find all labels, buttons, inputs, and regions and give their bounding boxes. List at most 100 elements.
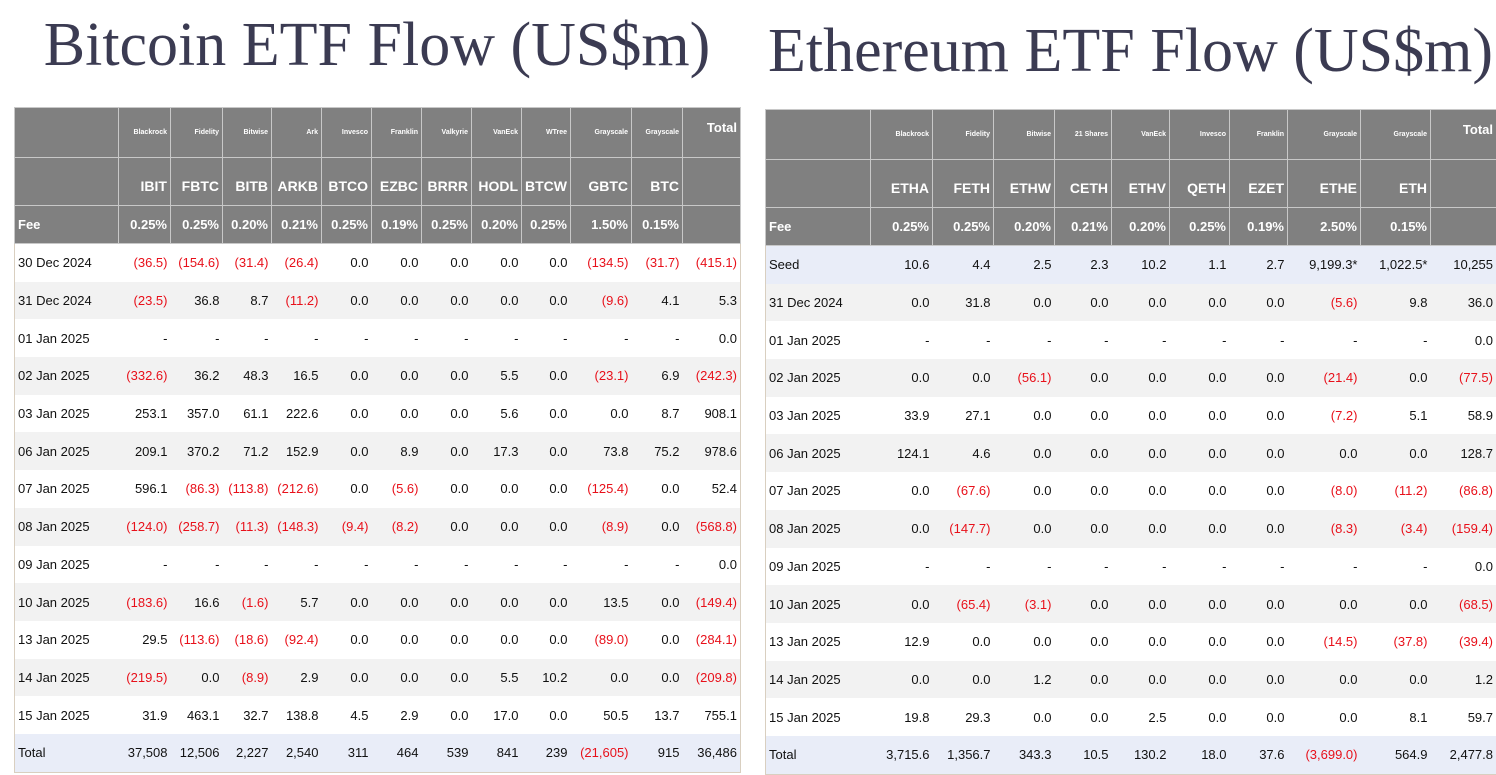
flow-value: 0.0 <box>522 432 571 470</box>
flow-value: 209.1 <box>119 432 171 470</box>
flow-value: 12.9 <box>871 623 933 661</box>
fee-value: 0.25% <box>871 208 933 246</box>
flow-value: 0.0 <box>472 508 522 546</box>
flow-value: (568.8) <box>683 508 741 546</box>
flow-value: 128.7 <box>1431 434 1496 472</box>
flow-value: 0.0 <box>1361 359 1431 397</box>
flow-value: 0.0 <box>372 282 422 320</box>
flow-value: (124.0) <box>119 508 171 546</box>
flow-value: (92.4) <box>272 621 322 659</box>
flow-value: 0.0 <box>683 546 741 584</box>
table-row: 01 Jan 2025---------0.0 <box>766 321 1496 359</box>
flow-value: 0.0 <box>1288 585 1361 623</box>
flow-value: 2,540 <box>272 734 322 772</box>
flow-value: - <box>933 321 994 359</box>
flow-value: - <box>1170 548 1230 586</box>
flow-value: 9.8 <box>1361 284 1431 322</box>
flow-value: 0.0 <box>871 284 933 322</box>
flow-value: (89.0) <box>571 621 632 659</box>
flow-value: 0.0 <box>522 357 571 395</box>
flow-value: 10.2 <box>522 659 571 697</box>
flow-value: 58.9 <box>1431 397 1496 435</box>
header-blank <box>766 110 871 160</box>
row-label: 03 Jan 2025 <box>766 397 871 435</box>
fee-value: 0.20% <box>994 208 1055 246</box>
flow-value: - <box>1055 548 1112 586</box>
flow-value: 37,508 <box>119 734 171 772</box>
flow-value: 8.9 <box>372 432 422 470</box>
flow-value: (21.4) <box>1288 359 1361 397</box>
flow-value: 0.0 <box>571 395 632 433</box>
flow-value: - <box>1170 321 1230 359</box>
flow-value: (183.6) <box>119 583 171 621</box>
flow-value: - <box>223 546 272 584</box>
flow-value: 0.0 <box>522 583 571 621</box>
issuer-name: Grayscale <box>632 108 683 158</box>
flow-value: 10.6 <box>871 246 933 284</box>
ticker: BTCO <box>322 158 372 206</box>
flow-value: 0.0 <box>871 359 933 397</box>
flow-value: 138.8 <box>272 696 322 734</box>
flow-value: 0.0 <box>171 659 223 697</box>
flow-value: 5.3 <box>683 282 741 320</box>
flow-value: (37.8) <box>1361 623 1431 661</box>
flow-value: 2.3 <box>1055 246 1112 284</box>
flow-value: (159.4) <box>1431 510 1496 548</box>
issuer-name: Invesco <box>322 108 372 158</box>
flow-value: 0.0 <box>322 395 372 433</box>
flow-value: (1.6) <box>223 583 272 621</box>
issuer-name: Franklin <box>1230 110 1288 160</box>
flow-value: (284.1) <box>683 621 741 659</box>
fee-value: 0.25% <box>933 208 994 246</box>
flow-value: 32.7 <box>223 696 272 734</box>
flow-value: - <box>472 546 522 584</box>
flow-value: 0.0 <box>422 395 472 433</box>
flow-value: - <box>632 546 683 584</box>
row-label: 14 Jan 2025 <box>766 661 871 699</box>
flow-value: 0.0 <box>372 621 422 659</box>
ticker: ETHW <box>994 160 1055 208</box>
flow-value: 0.0 <box>933 661 994 699</box>
flow-value: 29.3 <box>933 698 994 736</box>
ethereum-title: Ethereum ETF Flow (US$m) <box>765 16 1496 87</box>
flow-value: 13.7 <box>632 696 683 734</box>
fee-value: 0.15% <box>632 206 683 244</box>
flow-value: (21,605) <box>571 734 632 772</box>
flow-value: - <box>422 319 472 357</box>
row-label: 02 Jan 2025 <box>15 357 119 395</box>
issuer-name: Fidelity <box>933 110 994 160</box>
flow-value: 755.1 <box>683 696 741 734</box>
flow-value: (5.6) <box>372 470 422 508</box>
flow-value: 0.0 <box>871 661 933 699</box>
flow-value: 0.0 <box>1055 284 1112 322</box>
flow-value: 0.0 <box>1170 472 1230 510</box>
flow-value: 0.0 <box>422 659 472 697</box>
fee-value: 2.50% <box>1288 208 1361 246</box>
issuer-name: Franklin <box>372 108 422 158</box>
flow-value: (7.2) <box>1288 397 1361 435</box>
flow-value: - <box>571 546 632 584</box>
flow-value: 37.6 <box>1230 736 1288 774</box>
issuer-name: 21 Shares <box>1055 110 1112 160</box>
flow-value: - <box>1361 548 1431 586</box>
header-blank <box>1431 208 1496 246</box>
ticker: ETHA <box>871 160 933 208</box>
flow-value: (125.4) <box>571 470 632 508</box>
flow-value: 29.5 <box>119 621 171 659</box>
flow-value: (18.6) <box>223 621 272 659</box>
flow-value: - <box>372 546 422 584</box>
flow-value: 0.0 <box>322 470 372 508</box>
flow-value: 13.5 <box>571 583 632 621</box>
flow-value: 73.8 <box>571 432 632 470</box>
issuer-name: VanEck <box>472 108 522 158</box>
flow-value: 0.0 <box>422 696 472 734</box>
